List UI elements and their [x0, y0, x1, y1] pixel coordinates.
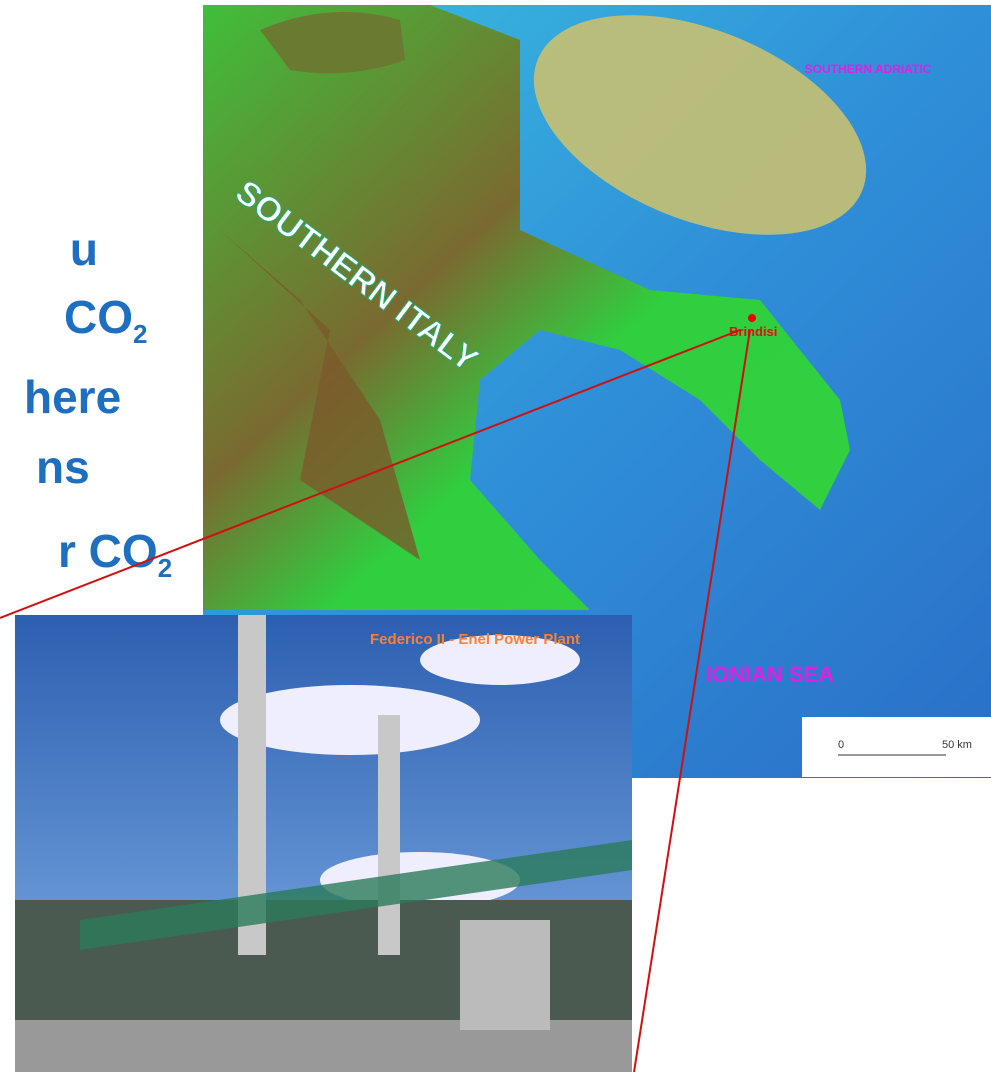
city-label: Brindisi: [729, 324, 777, 339]
text-line: here: [24, 371, 122, 423]
text-line: r CO2: [58, 525, 173, 583]
text-line: CO2: [64, 291, 148, 349]
map-label: IONIAN SEA: [706, 662, 834, 687]
photo: Federico II - Enel Power Plant: [15, 615, 632, 1072]
text-line: ns: [36, 441, 90, 493]
photo-caption: Federico II - Enel Power Plant: [370, 631, 580, 648]
scale-label: 50 km: [942, 739, 972, 751]
text-line: u: [69, 223, 98, 275]
scale-label: 0: [838, 739, 844, 751]
map-label: SOUTHERN ADRIATIC: [805, 62, 932, 76]
